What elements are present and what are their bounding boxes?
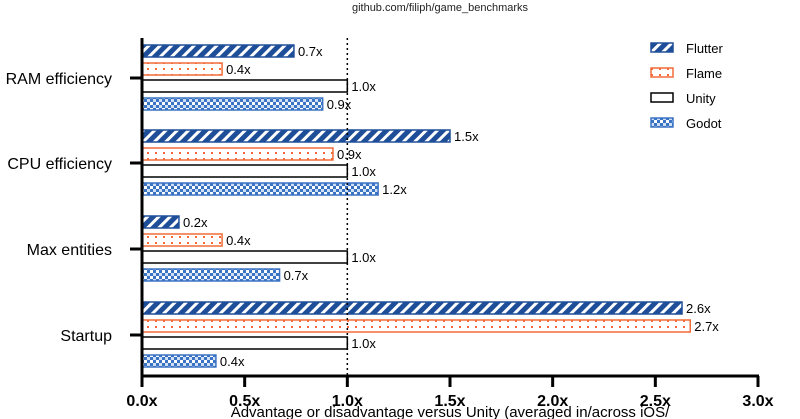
data-label: 1.0x bbox=[351, 336, 376, 351]
bar-godot bbox=[141, 268, 281, 282]
data-label: 1.2x bbox=[382, 182, 407, 197]
data-label: 2.7x bbox=[694, 319, 719, 334]
bar-unity bbox=[141, 336, 349, 350]
bar-flutter bbox=[141, 215, 180, 229]
legend-swatch-godot bbox=[650, 117, 674, 128]
bar-flame bbox=[141, 319, 691, 333]
data-label: 0.7x bbox=[284, 268, 309, 283]
data-label: 0.4x bbox=[220, 354, 245, 369]
legend-swatch-flame bbox=[650, 67, 674, 78]
x-tick-label: 2.5x bbox=[640, 393, 671, 410]
data-label: 1.0x bbox=[351, 164, 376, 179]
x-tick-label: 1.5x bbox=[434, 393, 465, 410]
legend-swatch-flutter bbox=[650, 42, 674, 53]
bar-unity bbox=[141, 79, 349, 93]
bar-flutter bbox=[141, 129, 451, 143]
data-label: 1.0x bbox=[351, 79, 376, 94]
data-label: 0.9x bbox=[337, 147, 362, 162]
legend-label: Godot bbox=[686, 116, 722, 131]
bar-flame bbox=[141, 147, 334, 161]
bar-flutter bbox=[141, 44, 295, 58]
x-tick-label: 2.0x bbox=[537, 393, 568, 410]
bar-godot bbox=[141, 354, 217, 368]
bar-godot bbox=[141, 97, 324, 111]
x-tick-label: 1.0x bbox=[332, 393, 363, 410]
bar-flame bbox=[141, 62, 223, 76]
bar-flame bbox=[141, 233, 223, 247]
category-label: Startup bbox=[60, 328, 112, 345]
category-label: Max entities bbox=[27, 242, 112, 259]
category-label: CPU efficiency bbox=[7, 156, 112, 173]
legend-swatch-unity bbox=[650, 92, 674, 103]
bar-godot bbox=[141, 182, 379, 196]
x-tick-label: 3.0x bbox=[742, 393, 773, 410]
data-label: 0.2x bbox=[183, 215, 208, 230]
legend-label: Flame bbox=[686, 66, 722, 81]
data-label: 2.6x bbox=[686, 301, 711, 316]
data-label: 1.5x bbox=[454, 129, 479, 144]
x-tick-label: 0.5x bbox=[229, 393, 260, 410]
data-label: 1.0x bbox=[351, 250, 376, 265]
category-label: RAM efficiency bbox=[6, 71, 112, 88]
data-label: 0.9x bbox=[327, 97, 352, 112]
bar-unity bbox=[141, 164, 349, 178]
legend-label: Unity bbox=[686, 91, 716, 106]
x-axis-label: Advantage or disadvantage versus Unity (… bbox=[231, 404, 670, 419]
data-label: 0.7x bbox=[298, 44, 323, 59]
bar-unity bbox=[141, 250, 349, 264]
legend-label: Flutter bbox=[686, 41, 724, 56]
bar-flutter bbox=[141, 301, 683, 315]
x-tick-label: 0.0x bbox=[126, 393, 157, 410]
chart-title: github.com/filiph/game_benchmarks bbox=[352, 2, 529, 14]
data-label: 0.4x bbox=[226, 233, 251, 248]
data-label: 0.4x bbox=[226, 62, 251, 77]
